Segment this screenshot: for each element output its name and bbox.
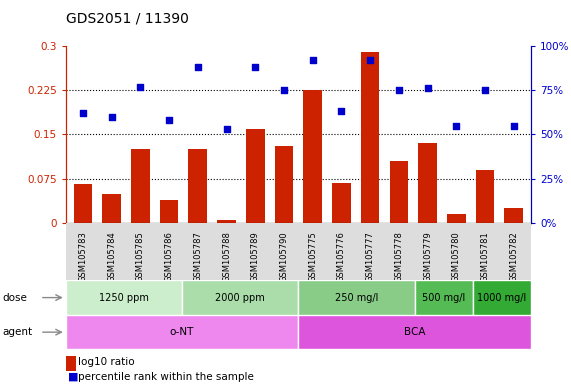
Point bbox=[509, 122, 518, 129]
Bar bbox=[182, 280, 298, 315]
Text: GSM105789: GSM105789 bbox=[251, 231, 260, 282]
Point bbox=[481, 87, 490, 93]
Bar bbox=[160, 200, 178, 223]
Text: GSM105775: GSM105775 bbox=[308, 231, 317, 282]
Bar bbox=[504, 208, 523, 223]
Point bbox=[78, 110, 87, 116]
Bar bbox=[246, 129, 264, 223]
Point bbox=[452, 122, 461, 129]
Text: ■: ■ bbox=[68, 372, 78, 382]
Bar bbox=[217, 220, 236, 223]
Bar bbox=[419, 143, 437, 223]
Text: 1000 mg/l: 1000 mg/l bbox=[477, 293, 526, 303]
Bar bbox=[303, 90, 322, 223]
Text: log10 ratio: log10 ratio bbox=[78, 356, 135, 367]
Text: GSM105780: GSM105780 bbox=[452, 231, 461, 282]
Bar bbox=[298, 315, 531, 349]
Text: GSM105776: GSM105776 bbox=[337, 231, 346, 282]
Text: agent: agent bbox=[3, 327, 33, 337]
Text: GSM105779: GSM105779 bbox=[423, 231, 432, 282]
Text: GSM105784: GSM105784 bbox=[107, 231, 116, 282]
Text: GSM105785: GSM105785 bbox=[136, 231, 145, 282]
Text: 1250 ppm: 1250 ppm bbox=[99, 293, 149, 303]
Bar bbox=[361, 52, 380, 223]
Point bbox=[136, 84, 145, 90]
Bar bbox=[447, 214, 466, 223]
Text: GSM105790: GSM105790 bbox=[279, 231, 288, 282]
Text: GSM105777: GSM105777 bbox=[365, 231, 375, 282]
Point bbox=[164, 117, 174, 123]
Point bbox=[337, 108, 346, 114]
Text: GSM105778: GSM105778 bbox=[395, 231, 403, 282]
Text: GSM105786: GSM105786 bbox=[164, 231, 174, 282]
Point bbox=[251, 64, 260, 70]
Bar bbox=[415, 280, 473, 315]
Text: GSM105787: GSM105787 bbox=[194, 231, 202, 282]
Bar bbox=[476, 170, 494, 223]
Bar bbox=[188, 149, 207, 223]
Text: GDS2051 / 11390: GDS2051 / 11390 bbox=[66, 12, 188, 25]
Text: GSM105782: GSM105782 bbox=[509, 231, 518, 282]
Bar bbox=[74, 184, 93, 223]
Text: 500 mg/l: 500 mg/l bbox=[422, 293, 465, 303]
Bar bbox=[332, 183, 351, 223]
Point bbox=[222, 126, 231, 132]
Point bbox=[193, 64, 202, 70]
Point bbox=[279, 87, 288, 93]
Text: BCA: BCA bbox=[404, 327, 425, 337]
Point bbox=[107, 114, 116, 120]
Bar bbox=[66, 315, 298, 349]
Text: percentile rank within the sample: percentile rank within the sample bbox=[78, 372, 254, 382]
Text: 250 mg/l: 250 mg/l bbox=[335, 293, 378, 303]
Text: GSM105781: GSM105781 bbox=[481, 231, 489, 282]
Bar bbox=[298, 280, 415, 315]
Bar bbox=[66, 280, 182, 315]
Point bbox=[365, 57, 375, 63]
Text: 2000 ppm: 2000 ppm bbox=[215, 293, 265, 303]
Bar bbox=[131, 149, 150, 223]
Text: o-NT: o-NT bbox=[170, 327, 194, 337]
Point bbox=[423, 85, 432, 91]
Text: GSM105783: GSM105783 bbox=[78, 231, 87, 282]
Bar bbox=[102, 194, 121, 223]
Text: dose: dose bbox=[3, 293, 28, 303]
Point bbox=[395, 87, 404, 93]
Bar bbox=[275, 146, 293, 223]
Point bbox=[308, 57, 317, 63]
Text: GSM105788: GSM105788 bbox=[222, 231, 231, 282]
Bar bbox=[389, 161, 408, 223]
Bar bbox=[473, 280, 531, 315]
